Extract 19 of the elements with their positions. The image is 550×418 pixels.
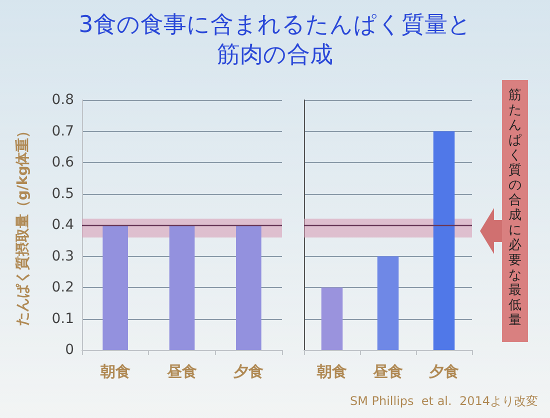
x-tick-label: 昼食 xyxy=(166,362,197,380)
y-tick-label: 0.6 xyxy=(52,154,74,170)
text: 筋たんぱく質の合成に必要な最低量 xyxy=(508,88,522,328)
x-tick-label: 夕食 xyxy=(428,362,459,380)
x-tick-label: 朝食 xyxy=(99,362,130,380)
y-tick-label: 0.3 xyxy=(52,248,74,264)
y-tick-label: 0.4 xyxy=(52,217,74,233)
y-tick-label: 0 xyxy=(65,342,74,358)
x-tick-label: 夕食 xyxy=(232,362,264,380)
chart-title: 3食の食事に含まれるたんぱく質量と筋肉の合成 xyxy=(78,11,472,70)
y-tick-label: 0.8 xyxy=(52,92,74,108)
x-tick-label: 昼食 xyxy=(372,362,403,380)
y-tick-label: 0.2 xyxy=(52,280,74,296)
y-tick-label: 0.7 xyxy=(52,123,74,140)
text: SM Phillips et al. 2014より改変 xyxy=(350,393,538,410)
y-axis-title: たんぱく質摂取量（g/kg体重） xyxy=(14,124,31,326)
y-tick-label: 0.1 xyxy=(52,310,74,327)
y-tick-label: 0.5 xyxy=(52,186,74,202)
x-tick-label: 朝食 xyxy=(316,362,347,380)
